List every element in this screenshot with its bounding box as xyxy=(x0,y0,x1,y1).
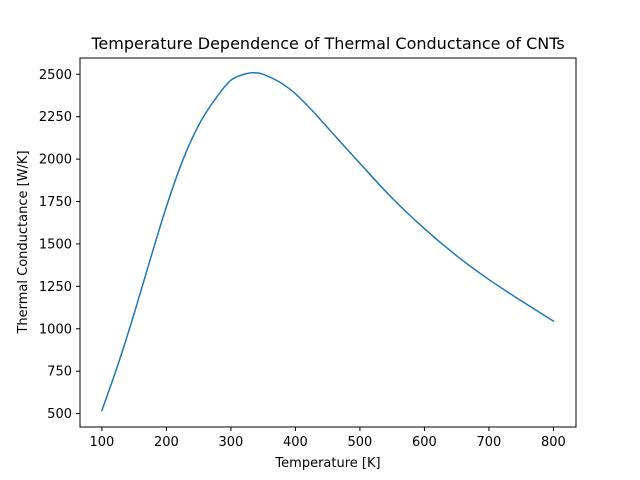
y-tick-label: 1750 xyxy=(39,195,72,210)
plot-area xyxy=(100,71,555,412)
y-axis-label: Thermal Conductance [W/K] xyxy=(16,150,31,334)
axes-frame xyxy=(79,57,577,428)
x-tick-label: 100 xyxy=(90,435,115,450)
x-tick-label: 700 xyxy=(477,435,502,450)
y-tick-label: 2500 xyxy=(39,68,72,83)
x-axis-label: Temperature [K] xyxy=(274,456,380,471)
chart-title: Temperature Dependence of Thermal Conduc… xyxy=(90,34,564,53)
y-axis: 500 750 1000 1250 1500 1750 2000 2250 2500 xyxy=(39,68,80,422)
y-tick-label: 750 xyxy=(47,365,72,380)
x-tick-label: 300 xyxy=(219,435,244,450)
y-tick-label: 500 xyxy=(47,407,72,422)
y-tick-label: 2000 xyxy=(39,153,72,168)
x-tick-label: 400 xyxy=(283,435,308,450)
series-line xyxy=(100,71,555,412)
y-tick-label: 2250 xyxy=(39,110,72,125)
x-axis: 100 200 300 400 500 600 700 800 xyxy=(90,427,566,450)
x-tick-label: 200 xyxy=(154,435,179,450)
x-tick-label: 500 xyxy=(348,435,373,450)
x-tick-label: 800 xyxy=(541,435,566,450)
y-tick-label: 1000 xyxy=(39,322,72,337)
y-tick-label: 1500 xyxy=(39,237,72,252)
x-tick-label: 600 xyxy=(412,435,437,450)
y-tick-label: 1250 xyxy=(39,280,72,295)
